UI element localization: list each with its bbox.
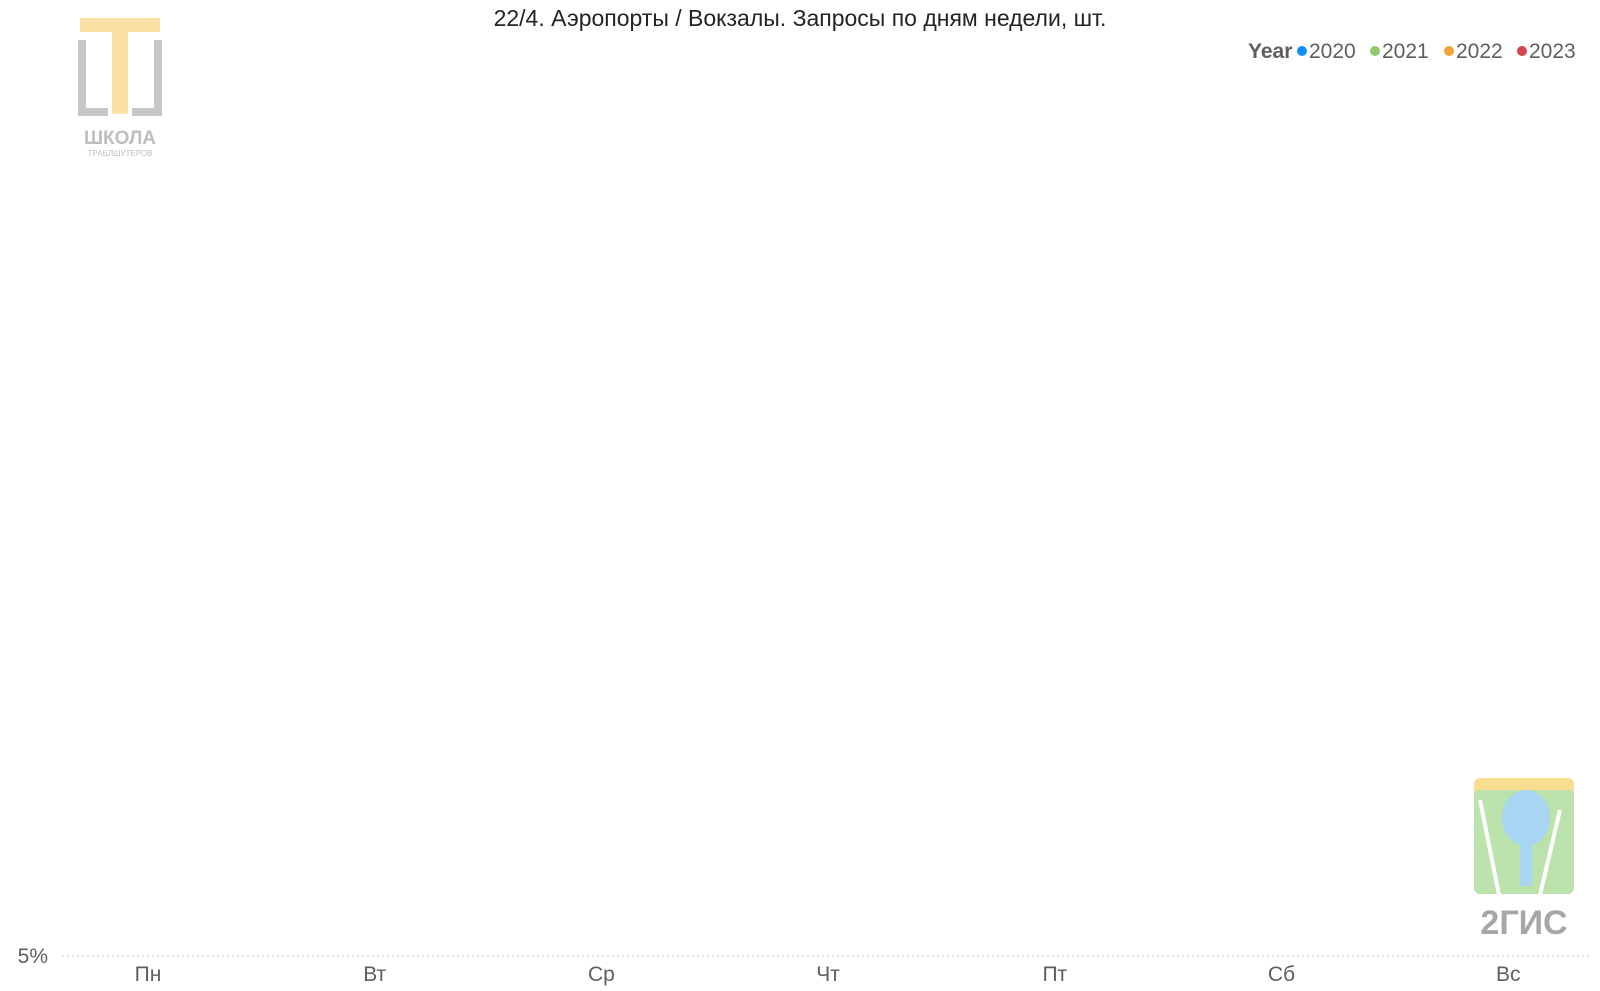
x-tick-label: Вт: [363, 963, 386, 986]
legend-item-2020[interactable]: 2020: [1297, 40, 1356, 63]
school-logo-text: ШКОЛА: [84, 128, 156, 149]
school-logo-subtext: ТРАБЛШУТЕРОВ: [88, 149, 153, 158]
legend-marker: [1444, 46, 1454, 56]
chart-title: 22/4. Аэропорты / Вокзалы. Запросы по дн…: [494, 5, 1107, 31]
legend-label: 2021: [1382, 40, 1429, 63]
legend-label: 2020: [1309, 40, 1356, 63]
legend-marker: [1297, 46, 1307, 56]
gridlines: [62, 955, 1592, 957]
x-tick-label: Вс: [1496, 963, 1521, 986]
x-axis-ticks: Пн Вт Ср Чт Пт Сб Вс: [135, 963, 1521, 986]
y-axis-ticks: 5%10%15%20%25%: [18, 945, 48, 968]
x-tick-label: Сб: [1268, 963, 1295, 986]
x-tick-label: Пн: [135, 963, 162, 986]
legend-label: 2022: [1456, 40, 1503, 63]
legend: Year 2020 2021 2022 2023: [1248, 40, 1576, 63]
legend-item-2022[interactable]: 2022: [1444, 40, 1503, 63]
legend-item-2023[interactable]: 2023: [1517, 40, 1576, 63]
legend-marker: [1370, 46, 1380, 56]
legend-label: 2023: [1529, 40, 1576, 63]
school-logo: ШКОЛА ТРАБЛШУТЕРОВ: [78, 18, 162, 158]
y-tick-label: 5%: [18, 945, 48, 968]
x-tick-label: Пт: [1042, 963, 1067, 986]
legend-title: Year: [1248, 40, 1292, 63]
gis-logo-text: 2ГИС: [1480, 904, 1567, 942]
x-tick-label: Чт: [816, 963, 840, 986]
legend-marker: [1517, 46, 1527, 56]
gis-logo: 2ГИС: [1474, 778, 1574, 942]
legend-item-2021[interactable]: 2021: [1370, 40, 1429, 63]
x-tick-label: Ср: [588, 963, 615, 986]
